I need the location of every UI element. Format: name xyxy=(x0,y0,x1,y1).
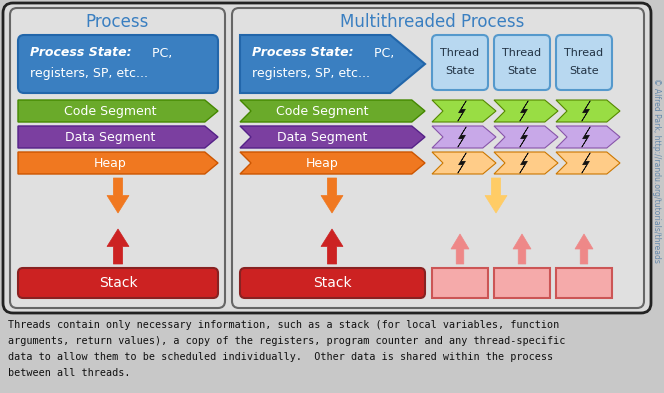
Polygon shape xyxy=(457,101,466,121)
Bar xyxy=(494,268,550,298)
Text: Stack: Stack xyxy=(313,276,352,290)
Polygon shape xyxy=(432,100,496,122)
Text: PC,: PC, xyxy=(148,46,172,59)
Polygon shape xyxy=(18,126,218,148)
Text: between all threads.: between all threads. xyxy=(8,368,131,378)
Polygon shape xyxy=(107,229,129,264)
FancyBboxPatch shape xyxy=(240,268,425,298)
Polygon shape xyxy=(240,152,425,174)
Polygon shape xyxy=(321,229,343,264)
FancyBboxPatch shape xyxy=(18,35,218,93)
Polygon shape xyxy=(321,178,343,213)
Polygon shape xyxy=(107,178,129,213)
Polygon shape xyxy=(494,152,558,174)
Polygon shape xyxy=(582,101,590,121)
Polygon shape xyxy=(457,153,466,173)
Text: Code Segment: Code Segment xyxy=(276,105,369,118)
Polygon shape xyxy=(582,127,590,147)
Text: arguments, return values), a copy of the registers, program counter and any thre: arguments, return values), a copy of the… xyxy=(8,336,565,346)
Polygon shape xyxy=(513,234,531,264)
FancyBboxPatch shape xyxy=(232,8,644,308)
Text: Thread: Thread xyxy=(440,48,479,58)
FancyBboxPatch shape xyxy=(556,35,612,90)
Text: Stack: Stack xyxy=(99,276,137,290)
Text: Thread: Thread xyxy=(564,48,604,58)
Text: data to allow them to be scheduled individually.  Other data is shared within th: data to allow them to be scheduled indiv… xyxy=(8,352,553,362)
Text: Thread: Thread xyxy=(503,48,542,58)
Text: State: State xyxy=(569,66,599,76)
Polygon shape xyxy=(556,100,620,122)
Polygon shape xyxy=(240,35,425,93)
Polygon shape xyxy=(18,152,218,174)
FancyBboxPatch shape xyxy=(18,268,218,298)
FancyBboxPatch shape xyxy=(10,8,225,308)
Polygon shape xyxy=(494,100,558,122)
Text: State: State xyxy=(507,66,537,76)
Bar xyxy=(556,268,612,298)
Text: Process: Process xyxy=(85,13,149,31)
Text: Heap: Heap xyxy=(306,156,339,169)
Polygon shape xyxy=(520,153,529,173)
FancyBboxPatch shape xyxy=(432,35,488,90)
Polygon shape xyxy=(556,126,620,148)
Polygon shape xyxy=(18,100,218,122)
Text: Process State:: Process State: xyxy=(252,46,354,59)
Polygon shape xyxy=(494,126,558,148)
Bar xyxy=(432,268,488,298)
Polygon shape xyxy=(575,234,593,264)
FancyBboxPatch shape xyxy=(494,35,550,90)
Text: © Alfred Park, http://randu.org/tutorials/threads: © Alfred Park, http://randu.org/tutorial… xyxy=(653,77,661,263)
Text: registers, SP, etc...: registers, SP, etc... xyxy=(30,66,148,79)
Text: State: State xyxy=(445,66,475,76)
Text: registers, SP, etc...: registers, SP, etc... xyxy=(252,66,370,79)
Polygon shape xyxy=(520,127,529,147)
Polygon shape xyxy=(240,100,425,122)
Polygon shape xyxy=(556,152,620,174)
Polygon shape xyxy=(520,101,529,121)
Polygon shape xyxy=(432,126,496,148)
Text: Heap: Heap xyxy=(94,156,126,169)
Text: Multithreaded Process: Multithreaded Process xyxy=(340,13,524,31)
Text: Data Segment: Data Segment xyxy=(278,130,368,143)
FancyBboxPatch shape xyxy=(3,3,651,313)
Polygon shape xyxy=(240,126,425,148)
Text: Code Segment: Code Segment xyxy=(64,105,156,118)
Polygon shape xyxy=(432,152,496,174)
Polygon shape xyxy=(451,234,469,264)
Text: Data Segment: Data Segment xyxy=(65,130,155,143)
Text: Threads contain only necessary information, such as a stack (for local variables: Threads contain only necessary informati… xyxy=(8,320,559,330)
Polygon shape xyxy=(457,127,466,147)
Text: Process State:: Process State: xyxy=(30,46,131,59)
Polygon shape xyxy=(485,178,507,213)
Polygon shape xyxy=(582,153,590,173)
Text: PC,: PC, xyxy=(370,46,394,59)
